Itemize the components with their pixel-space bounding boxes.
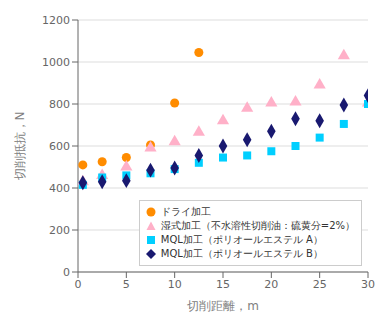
svg-text:0: 0 xyxy=(63,266,70,279)
svg-text:30: 30 xyxy=(361,278,375,291)
svg-text:20: 20 xyxy=(264,278,278,291)
html-text:ドライ加工: ドライ加工 xyxy=(160,206,211,217)
html-text:MQL加工（ポリオールエステル A）: MQL加工（ポリオールエステル A） xyxy=(160,234,323,245)
svg-text:5: 5 xyxy=(123,278,130,291)
svg-text:25: 25 xyxy=(313,278,327,291)
svg-text:0: 0 xyxy=(75,278,82,291)
svg-text:200: 200 xyxy=(49,224,70,237)
svg-text:10: 10 xyxy=(168,278,182,291)
svg-text:600: 600 xyxy=(49,140,70,153)
svg-text:1200: 1200 xyxy=(42,14,70,27)
html-text:湿式加工（不水溶性切削油：硫黄分=2%）: 湿式加工（不水溶性切削油：硫黄分=2%） xyxy=(160,220,355,231)
svg-text:切削距離，m: 切削距離，m xyxy=(187,299,259,313)
html-text:MQL加工（ポリオールエステル B）: MQL加工（ポリオールエステル B） xyxy=(160,248,323,259)
svg-text:15: 15 xyxy=(216,278,230,291)
svg-text:1000: 1000 xyxy=(42,56,70,69)
svg-text:800: 800 xyxy=(49,98,70,111)
svg-text:切削抵抗，N: 切削抵抗，N xyxy=(13,112,27,181)
svg-text:400: 400 xyxy=(49,182,70,195)
